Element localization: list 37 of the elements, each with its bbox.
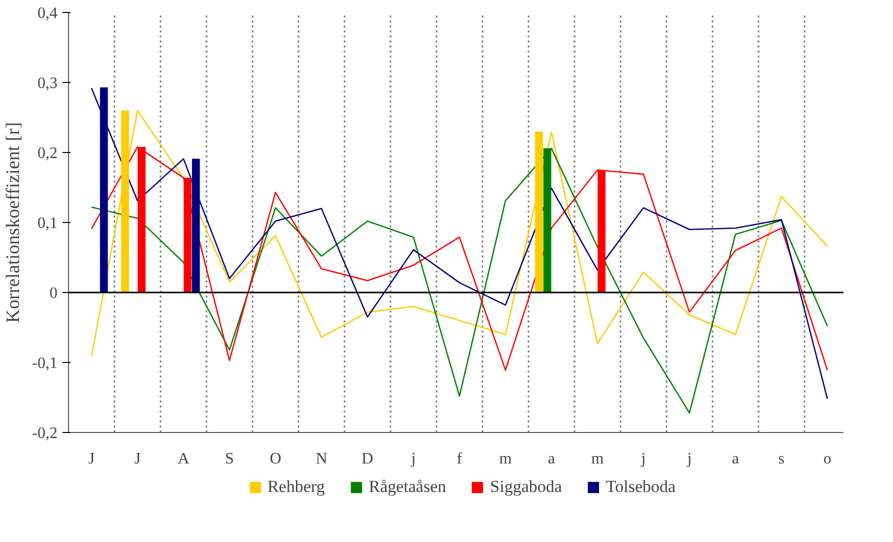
legend-label: Rehberg (267, 477, 325, 497)
x-tick-label: J (134, 450, 141, 468)
x-tick-label: A (178, 450, 190, 468)
y-tick-label: 0 (50, 285, 58, 302)
x-tick-label: j (410, 450, 416, 468)
y-tick-label: -0,1 (32, 355, 58, 372)
legend-label: Rågetaåsen (368, 477, 446, 497)
x-tick-label: s (778, 450, 785, 468)
x-tick-label: J (88, 450, 95, 468)
x-tick-label: o (823, 450, 832, 468)
x-tick-label: m (591, 450, 604, 468)
y-tick-label: 0,4 (38, 5, 58, 22)
y-tick-label: -0,2 (32, 425, 58, 442)
line-series (90, 148, 828, 414)
legend-label: Siggaboda (490, 477, 562, 497)
x-tick-label: N (316, 450, 328, 468)
x-tick-label: m (499, 450, 512, 468)
bar (598, 170, 606, 292)
line-series (90, 110, 828, 357)
x-tick-label: O (270, 450, 282, 468)
x-tick-label: j (686, 450, 692, 468)
x-tick-label: a (732, 450, 739, 468)
bar (184, 178, 192, 292)
y-axis-title: Korrelationskoeffizient [r] (3, 122, 24, 323)
y-tick-label: 0,3 (38, 75, 58, 92)
x-tick-label: a (548, 450, 555, 468)
x-tick-label: j (640, 450, 646, 468)
line-series (90, 87, 828, 400)
y-tick-label: 0,1 (38, 215, 58, 232)
line-series (90, 146, 828, 371)
legend-label: Tolseboda (606, 477, 676, 497)
x-tick-label: D (362, 450, 374, 468)
x-tick-label: f (456, 450, 463, 468)
x-tick-label: S (225, 450, 234, 468)
bar (192, 158, 200, 292)
bar (535, 132, 543, 292)
y-tick-label: 0,2 (38, 145, 58, 162)
